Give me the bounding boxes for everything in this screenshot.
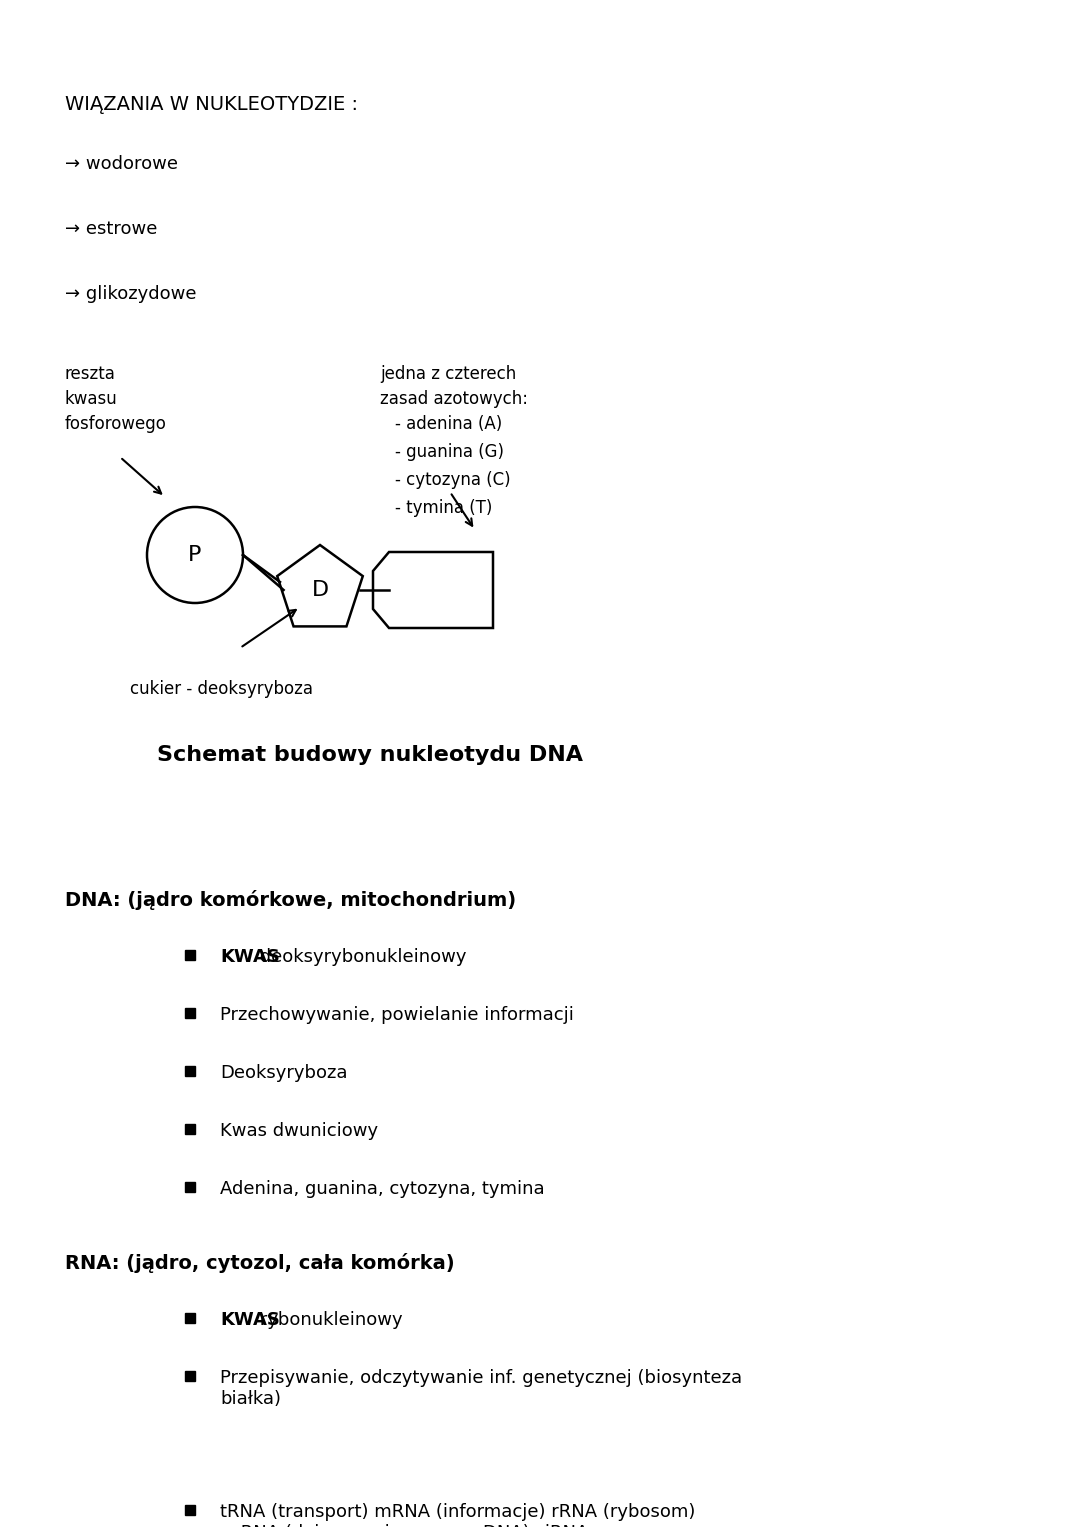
Text: cukier - deoksyryboza: cukier - deoksyryboza [130,680,313,698]
Text: reszta: reszta [65,365,116,383]
Polygon shape [185,1066,195,1077]
Polygon shape [185,950,195,960]
Text: D: D [311,580,328,600]
Text: zasad azotowych:: zasad azotowych: [380,389,528,408]
Text: jedna z czterech: jedna z czterech [380,365,516,383]
Polygon shape [185,1506,195,1515]
Text: - tymina (T): - tymina (T) [395,499,492,518]
Text: Przepisywanie, odczytywanie inf. genetycznej (biosynteza
białka): Przepisywanie, odczytywanie inf. genetyc… [220,1370,742,1408]
Text: RNA: (jądro, cytozol, cała komórka): RNA: (jądro, cytozol, cała komórka) [65,1254,455,1274]
Polygon shape [185,1182,195,1193]
Text: Przechowywanie, powielanie informacji: Przechowywanie, powielanie informacji [220,1006,573,1025]
Text: P: P [188,545,202,565]
Polygon shape [185,1008,195,1019]
Text: tRNA (transport) mRNA (informacje) rRNA (rybosom)
suRNA (dojrzewanie nowego DNA): tRNA (transport) mRNA (informacje) rRNA … [220,1503,696,1527]
Text: → estrowe: → estrowe [65,220,158,238]
Text: fosforowego: fosforowego [65,415,167,434]
Text: - cytozyna (C): - cytozyna (C) [395,470,511,489]
Text: Deoksyryboza: Deoksyryboza [220,1064,348,1083]
Polygon shape [185,1124,195,1135]
Text: KWAS: KWAS [220,948,280,967]
Text: - guanina (G): - guanina (G) [395,443,504,461]
Text: Schemat budowy nukleotydu DNA: Schemat budowy nukleotydu DNA [157,745,583,765]
Text: Adenina, guanina, cytozyna, tymina: Adenina, guanina, cytozyna, tymina [220,1180,544,1199]
Text: DNA: (jądro komórkowe, mitochondrium): DNA: (jądro komórkowe, mitochondrium) [65,890,516,910]
Text: → glikozydowe: → glikozydowe [65,286,197,302]
Text: KWAS: KWAS [220,1312,280,1328]
Text: rybonukleinowy: rybonukleinowy [254,1312,403,1328]
Text: Kwas dwuniciowy: Kwas dwuniciowy [220,1122,378,1141]
Text: deoksyrybonukleinowy: deoksyrybonukleinowy [254,948,467,967]
Polygon shape [185,1371,195,1380]
Text: kwasu: kwasu [65,389,118,408]
Text: WIĄZANIA W NUKLEOTYDZIE :: WIĄZANIA W NUKLEOTYDZIE : [65,95,357,115]
Text: - adenina (A): - adenina (A) [395,415,502,434]
Text: → wodorowe: → wodorowe [65,156,178,173]
Polygon shape [185,1313,195,1322]
